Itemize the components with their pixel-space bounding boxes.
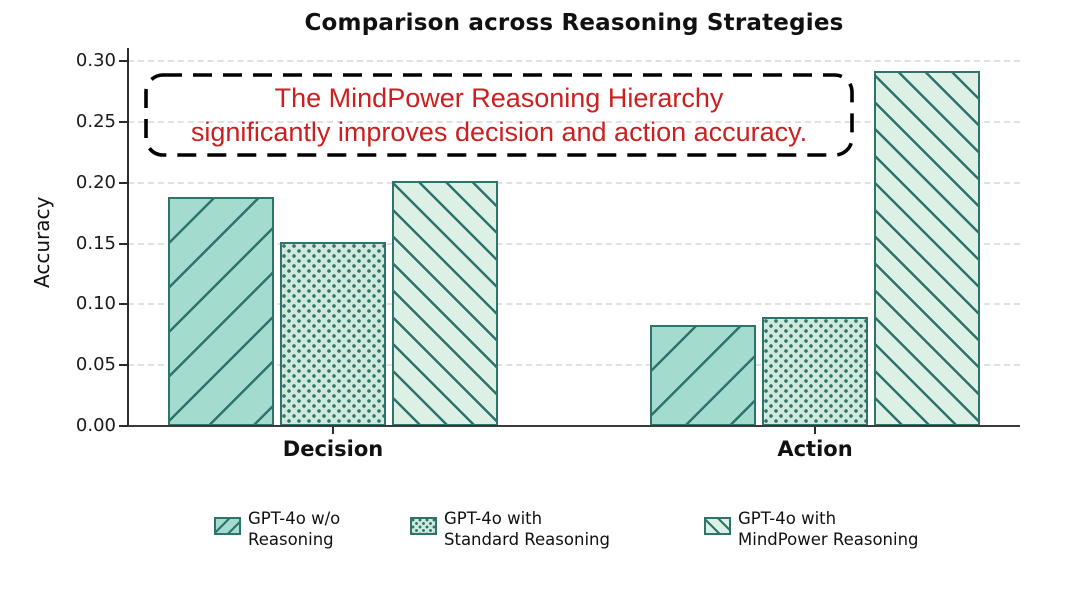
legend-label-series-2: GPT-4o with Standard Reasoning [444,509,610,549]
bar-decision-series-3 [392,181,498,426]
x-tick-label-decision: Decision [282,437,384,461]
y-tick-label: 0.30 [75,50,116,71]
y-tick-label: 0.00 [75,415,116,436]
y-tick-mark [119,181,128,184]
bar-action-series-1 [650,325,756,426]
gridline [128,181,1020,184]
annotation-text: The MindPower Reasoning Hierarchy signif… [144,72,854,157]
annotation-line-2: significantly improves decision and acti… [190,116,808,147]
gridline [128,60,1020,62]
y-tick-mark [119,364,128,367]
legend-swatch-series-3 [704,517,731,535]
gridline [128,364,1020,367]
y-tick-mark [119,425,128,427]
gridline [128,242,1020,245]
legend-label-series-3: GPT-4o with MindPower Reasoning [738,509,919,549]
x-tick-mark [332,427,334,434]
y-tick-mark [119,120,128,123]
bar-action-series-3 [874,70,980,426]
y-tick-label: 0.15 [75,232,116,254]
bar-decision-series-1 [168,197,274,426]
x-tick-label-action: Action [777,437,853,461]
gridline [128,303,1020,306]
annotation-line-1: The MindPower Reasoning Hierarchy [274,82,724,113]
y-tick-mark [119,303,128,306]
legend-label-series-1: GPT-4o w/o Reasoning [248,509,341,549]
y-tick-mark [119,242,128,245]
y-tick-label: 0.05 [75,354,116,376]
y-tick-label: 0.25 [75,110,116,132]
x-tick-mark [814,427,816,434]
bar-action-series-2 [762,316,868,426]
y-axis-spine [127,48,129,427]
legend-swatch-series-2 [410,517,437,535]
y-tick-mark [119,60,128,62]
x-axis-spine [128,425,1020,427]
y-axis-label: Accuracy [30,196,54,288]
y-tick-label: 0.10 [75,293,116,315]
chart-title: Comparison across Reasoning Strategies [304,10,844,36]
legend-swatch-series-1 [214,517,241,535]
y-tick-label: 0.20 [75,171,116,193]
bar-decision-series-2 [280,242,386,426]
